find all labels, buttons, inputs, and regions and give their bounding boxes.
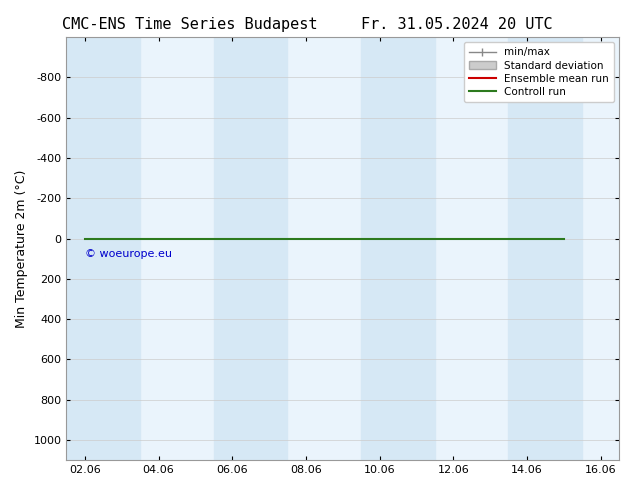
- Bar: [67, 37, 140, 460]
- Legend: min/max, Standard deviation, Ensemble mean run, Controll run: min/max, Standard deviation, Ensemble me…: [464, 42, 614, 102]
- Text: © woeurope.eu: © woeurope.eu: [85, 248, 172, 259]
- Bar: [508, 37, 582, 460]
- Bar: [361, 37, 435, 460]
- Text: Fr. 31.05.2024 20 UTC: Fr. 31.05.2024 20 UTC: [361, 17, 552, 32]
- Y-axis label: Min Temperature 2m (°C): Min Temperature 2m (°C): [15, 170, 28, 328]
- Text: CMC-ENS Time Series Budapest: CMC-ENS Time Series Budapest: [63, 17, 318, 32]
- Bar: [214, 37, 287, 460]
